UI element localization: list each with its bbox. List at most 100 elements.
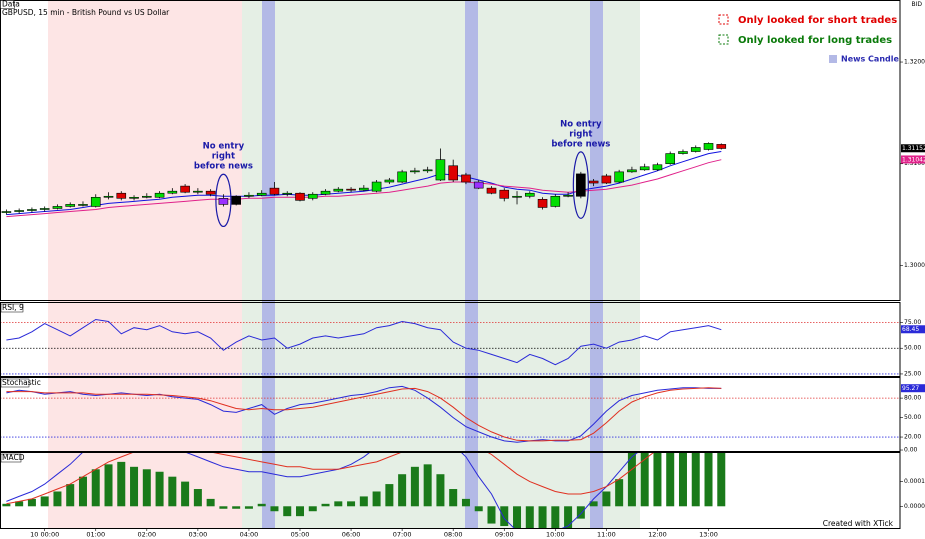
bar xyxy=(691,453,700,507)
panel xyxy=(0,318,900,375)
line xyxy=(6,385,722,443)
annotation: No entry xyxy=(203,142,245,152)
candle-body xyxy=(397,171,407,183)
bar xyxy=(359,496,368,507)
bar xyxy=(347,501,356,507)
line xyxy=(6,151,722,216)
legend-text: Only looked for long trades xyxy=(738,35,892,46)
x-tick-label: 03:00 xyxy=(189,531,208,539)
candle-body xyxy=(39,208,50,210)
candle-body xyxy=(282,192,293,195)
bar xyxy=(270,506,279,512)
value-badge xyxy=(901,384,925,393)
news-band xyxy=(262,0,275,528)
candle-body xyxy=(205,190,216,195)
y-tick-label: 50.00 xyxy=(904,414,921,421)
panel xyxy=(1,142,727,218)
news-band xyxy=(465,0,478,528)
candle-body xyxy=(576,173,586,197)
bar xyxy=(615,479,624,507)
candle-body xyxy=(473,181,484,189)
x-tick-label: 10:00 xyxy=(546,531,565,539)
bar xyxy=(53,491,62,507)
x-tick-label: 08:00 xyxy=(444,531,463,539)
candle-body xyxy=(384,179,395,183)
candle-body xyxy=(524,192,535,197)
bar xyxy=(104,464,113,507)
axis-label: BID xyxy=(911,1,922,8)
bar xyxy=(487,506,496,524)
candle-body xyxy=(359,187,369,191)
candle-body xyxy=(422,169,433,172)
candle-body xyxy=(269,187,280,195)
candle-body xyxy=(307,193,318,199)
bar xyxy=(168,476,177,507)
candle-body xyxy=(103,195,114,198)
long-region xyxy=(242,0,640,528)
line xyxy=(6,387,722,442)
bar xyxy=(717,453,726,507)
line xyxy=(6,159,722,218)
bar xyxy=(564,506,573,528)
x-tick-label: 05:00 xyxy=(291,531,310,539)
bar xyxy=(2,503,11,507)
y-tick-label: 20.00 xyxy=(904,434,921,441)
annotation: before news xyxy=(194,162,253,172)
y-tick-label: 1.32000 xyxy=(904,59,925,66)
candle-body xyxy=(371,181,382,192)
candle-body xyxy=(499,189,510,199)
x-tick-label: 06:00 xyxy=(342,531,361,539)
bar xyxy=(78,476,87,507)
candle-body xyxy=(244,194,254,197)
bar xyxy=(461,498,470,507)
bar xyxy=(142,469,151,507)
x-tick-label: 09:00 xyxy=(495,531,514,539)
value-badge-label: 1.31152 xyxy=(902,145,925,152)
candle-body xyxy=(678,151,688,154)
bar xyxy=(436,474,445,507)
candle-body xyxy=(665,153,676,165)
candle-body xyxy=(601,175,612,184)
candle-body xyxy=(333,188,344,192)
x-tick-label: 10 00:00 xyxy=(30,531,59,539)
bar xyxy=(181,481,190,507)
bar xyxy=(513,506,522,528)
short-region xyxy=(48,0,242,528)
bar xyxy=(321,503,330,507)
bar xyxy=(232,506,241,509)
candle-body xyxy=(256,192,267,196)
value-badge xyxy=(901,325,925,334)
panel-label-box xyxy=(0,453,22,463)
panel-label-box xyxy=(0,0,15,9)
y-tick-label: 1.30000 xyxy=(904,262,925,269)
bar xyxy=(640,453,649,507)
candle-body xyxy=(90,196,101,207)
bar xyxy=(576,506,585,519)
x-tick-label: 11:00 xyxy=(597,531,616,539)
y-tick-label: 1.31000 xyxy=(904,160,925,167)
bar xyxy=(219,506,228,509)
candle-body xyxy=(512,195,522,198)
bar xyxy=(410,466,419,507)
candle-body xyxy=(716,144,727,149)
value-badge-label: 1.31042 xyxy=(902,156,925,163)
bar xyxy=(117,461,126,507)
bar xyxy=(155,471,164,507)
candle-body xyxy=(652,164,663,171)
candle-body xyxy=(193,190,203,193)
bar xyxy=(372,491,381,507)
news-band xyxy=(590,0,603,528)
y-tick-label: 25.00 xyxy=(904,370,921,377)
frame xyxy=(0,302,901,377)
annotation: right xyxy=(212,152,235,162)
candle-body xyxy=(116,192,127,199)
bar xyxy=(206,498,215,507)
candle-body xyxy=(27,209,37,211)
bar xyxy=(627,453,636,507)
x-tick-label: 01:00 xyxy=(86,531,105,539)
candle-body xyxy=(614,171,624,183)
bar xyxy=(678,453,687,507)
y-tick-label: 0.00000 xyxy=(904,503,925,510)
candle-body xyxy=(346,188,356,191)
